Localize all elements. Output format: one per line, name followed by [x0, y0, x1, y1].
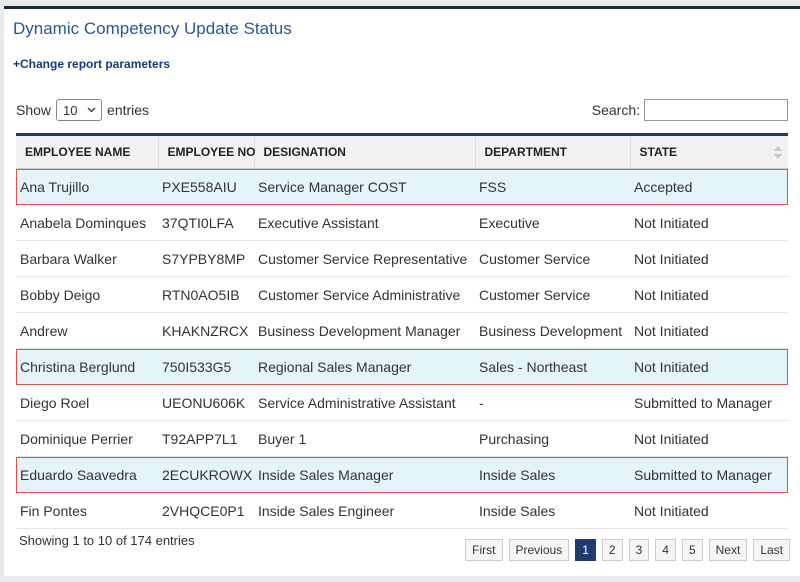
table-row[interactable]: Fin Pontes 2VHQCE0P1 Inside Sales Engineer… [16, 492, 788, 529]
page-button[interactable]: 2 [601, 539, 623, 561]
pagination: First Previous 1 2 3 4 5 Next Last [465, 539, 790, 561]
table-cell: 2VHQCE0P1 [158, 492, 254, 529]
table-cell: Diego Roel [16, 384, 158, 421]
page-button[interactable]: First [465, 539, 503, 561]
table-cell: Bobby Deigo [16, 276, 158, 313]
table-row[interactable]: Christina Berglund 750I533G5 Regional Sale… [16, 348, 788, 385]
table-row[interactable]: Ana Trujillo PXE558AIU Service Manager COS… [16, 168, 788, 205]
table-cell: Executive [475, 204, 630, 241]
table-cell: Barbara Walker [16, 240, 158, 277]
table-cell: Not Initiated [630, 276, 788, 313]
table-cell: Submitted to Manager [630, 384, 788, 421]
table-cell: Business Development Manager [254, 312, 475, 349]
header-row: EMPLOYEE NAME EMPLOYEE NO DESIGNATION DEPAR… [16, 134, 788, 169]
table-cell: FSS [475, 168, 630, 205]
table-row[interactable]: Anabela Dominques 37QTI0LFA Executive Assi… [16, 204, 788, 241]
table-cell: Not Initiated [630, 240, 788, 277]
table-cell: Customer Service Administrative [254, 276, 475, 313]
table-cell: Service Administrative Assistant [254, 384, 475, 421]
page-title: Dynamic Competency Update Status [13, 19, 292, 38]
table-cell: Ana Trujillo [16, 168, 158, 205]
table-cell: Andrew [16, 312, 158, 349]
page-button[interactable]: 5 [681, 539, 703, 561]
table-row[interactable]: Andrew KHAKNZRCX Business Development Mana… [16, 312, 788, 349]
table-cell: Executive Assistant [254, 204, 475, 241]
table-cell: Christina Berglund [16, 348, 158, 385]
search-input[interactable] [644, 99, 788, 121]
column-header[interactable]: DESIGNATION [254, 134, 476, 169]
table-cell: Sales - Northeast [475, 348, 630, 385]
table-cell: Eduardo Saavedra [16, 456, 158, 493]
table-cell: PXE558AIU [158, 168, 254, 205]
data-table: EMPLOYEE NAME EMPLOYEE NO DESIGNATION DEPAR… [16, 133, 788, 529]
table-body: Ana Trujillo PXE558AIU Service Manager COS… [16, 168, 788, 529]
entries-label: entries [107, 102, 150, 118]
table-cell: Customer Service [475, 240, 630, 277]
select-value: 10 [63, 102, 78, 118]
column-header[interactable]: STATE [630, 134, 788, 169]
show-label: Show [16, 102, 52, 118]
table-cell: 750I533G5 [158, 348, 254, 385]
table-cell: Customer Service Representative [254, 240, 475, 277]
column-header[interactable]: EMPLOYEE NO [158, 134, 256, 169]
table-row[interactable]: Eduardo Saavedra 2ECUKROWX Inside Sales Ma… [16, 456, 788, 493]
table-cell: Inside Sales [475, 456, 630, 493]
table-cell: Anabela Dominques [16, 204, 158, 241]
table-cell: 37QTI0LFA [158, 204, 254, 241]
table-cell: Submitted to Manager [630, 456, 788, 493]
change-parameters-link[interactable]: +Change report parameters [13, 57, 171, 71]
table-cell: Not Initiated [630, 204, 788, 241]
table-cell: Inside Sales Engineer [254, 492, 475, 529]
column-header[interactable]: EMPLOYEE NAME [16, 134, 159, 169]
page-button[interactable]: 3 [628, 539, 650, 561]
table-cell: Not Initiated [630, 420, 788, 457]
table-cell: Business Development [475, 312, 630, 349]
chevron [87, 107, 96, 113]
search-label: Search: [591, 102, 640, 118]
table-cell: Customer Service [475, 276, 630, 313]
table-cell: Purchasing [475, 420, 630, 457]
table-cell: Inside Sales Manager [254, 456, 475, 493]
page-button[interactable]: Next [708, 539, 748, 561]
table-row[interactable]: Dominique Perrier T92APP7L1 Buyer 1 Purchas… [16, 420, 788, 457]
table-cell: Fin Pontes [16, 492, 158, 529]
search-control: Search: [592, 99, 788, 121]
report-panel: Dynamic Competency Update Status +Change… [4, 6, 800, 576]
table-cell: T92APP7L1 [158, 420, 254, 457]
page-button[interactable]: 1 [575, 539, 596, 561]
page-button[interactable]: Last [753, 539, 790, 561]
sort-icon [774, 146, 782, 159]
table-cell: Regional Sales Manager [254, 348, 475, 385]
table-cell: Not Initiated [630, 492, 788, 529]
column-header[interactable]: DEPARTMENT [475, 134, 631, 169]
table-cell: KHAKNZRCX [158, 312, 254, 349]
table-cell: Buyer 1 [254, 420, 475, 457]
table-cell: Accepted [630, 168, 788, 205]
table-cell: 2ECUKROWX [158, 456, 254, 493]
table-cell: Not Initiated [630, 348, 788, 385]
table-info: Showing 1 to 10 of 174 entries [19, 533, 195, 548]
table-cell: - [475, 384, 630, 421]
table-cell: RTN0AO5IB [158, 276, 254, 313]
table-cell: Not Initiated [630, 312, 788, 349]
length-control: Show 10 entries [16, 99, 149, 121]
table-cell: UEONU606K [158, 384, 254, 421]
table-row[interactable]: Barbara Walker S7YPBY8MP Customer Service … [16, 240, 788, 277]
table-row[interactable]: Diego Roel UEONU606K Service Administrativ… [16, 384, 788, 421]
page-button[interactable]: Previous [508, 539, 570, 561]
entries-select[interactable]: 10 [56, 99, 103, 121]
table-row[interactable]: Bobby Deigo RTN0AO5IB Customer Service Adm… [16, 276, 788, 313]
table-cell: S7YPBY8MP [158, 240, 254, 277]
table-cell: Inside Sales [475, 492, 630, 529]
page-button[interactable]: 4 [655, 539, 676, 561]
table-cell: Dominique Perrier [16, 420, 158, 457]
table-cell: Service Manager COST [254, 168, 475, 205]
